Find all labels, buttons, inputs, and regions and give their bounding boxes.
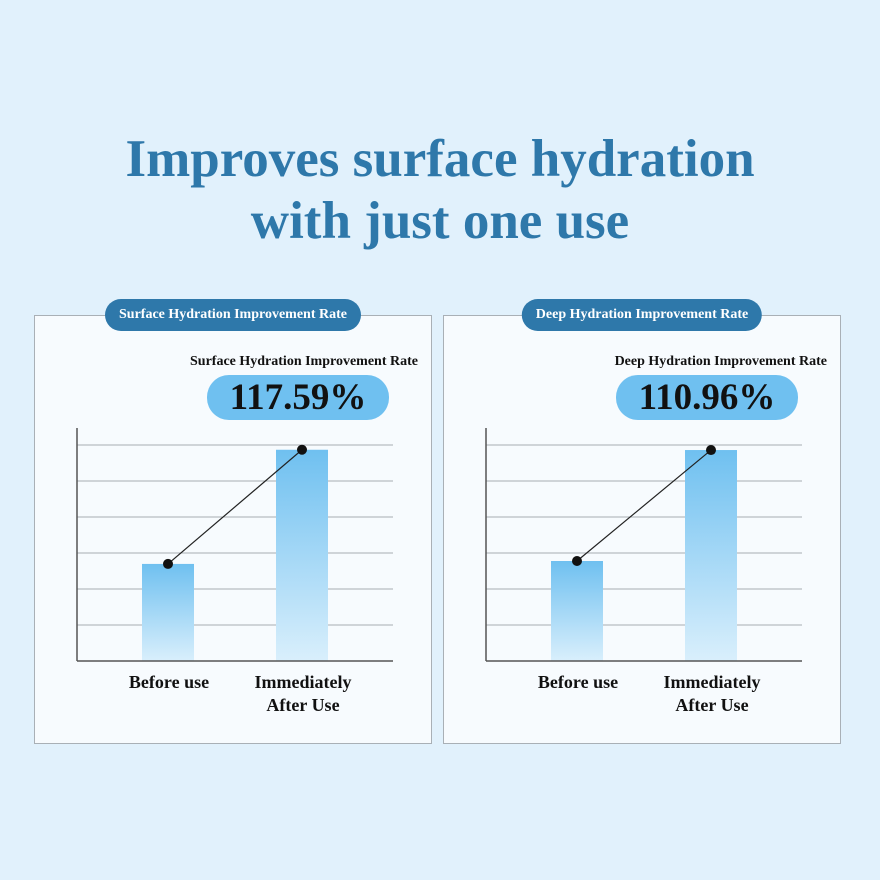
metric-value-badge: 117.59%: [207, 375, 389, 420]
data-point-0: [163, 558, 173, 569]
category-label-line: Immediately: [254, 672, 352, 692]
category-label-line: Before use: [537, 672, 619, 692]
bar-1: [685, 450, 737, 661]
bar-1: [276, 449, 328, 661]
data-point-1: [297, 444, 307, 455]
category-label-before: Before use: [508, 671, 648, 694]
category-label-before: Before use: [99, 671, 239, 694]
category-label-after: Immediately After Use: [233, 671, 373, 717]
category-label-after: Immediately After Use: [642, 671, 782, 717]
metric-value-badge: 110.96%: [616, 375, 798, 420]
page-title: Improves surface hydration with just one…: [0, 128, 880, 252]
panel-title: Surface Hydration Improvement Rate: [105, 299, 361, 331]
bar-chart: [76, 428, 393, 662]
metric-label: Surface Hydration Improvement Rate: [190, 354, 418, 369]
surface-hydration-panel: Surface Hydration Improvement Rate Surfa…: [34, 299, 432, 744]
bar-0: [551, 561, 603, 661]
data-point-0: [572, 556, 582, 566]
panel-title: Deep Hydration Improvement Rate: [521, 299, 763, 331]
bar-0: [142, 563, 194, 661]
headline-line-1: Improves surface hydration: [125, 130, 755, 188]
trend-line: [576, 449, 712, 562]
category-label-line: After Use: [675, 695, 749, 715]
category-label-line: After Use: [266, 695, 340, 715]
bar-chart: [485, 428, 802, 662]
headline-line-2: with just one use: [250, 192, 630, 250]
category-label-line: Before use: [128, 672, 210, 692]
deep-hydration-panel: Deep Hydration Improvement Rate Deep Hyd…: [443, 299, 841, 744]
metric-label: Deep Hydration Improvement Rate: [614, 354, 827, 369]
category-label-line: Immediately: [663, 672, 761, 692]
data-point-1: [706, 445, 716, 456]
trend-line: [167, 449, 303, 565]
